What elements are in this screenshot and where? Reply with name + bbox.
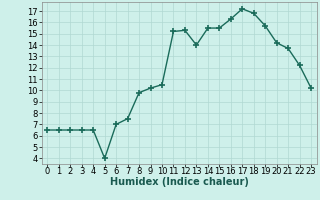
X-axis label: Humidex (Indice chaleur): Humidex (Indice chaleur) [110,177,249,187]
